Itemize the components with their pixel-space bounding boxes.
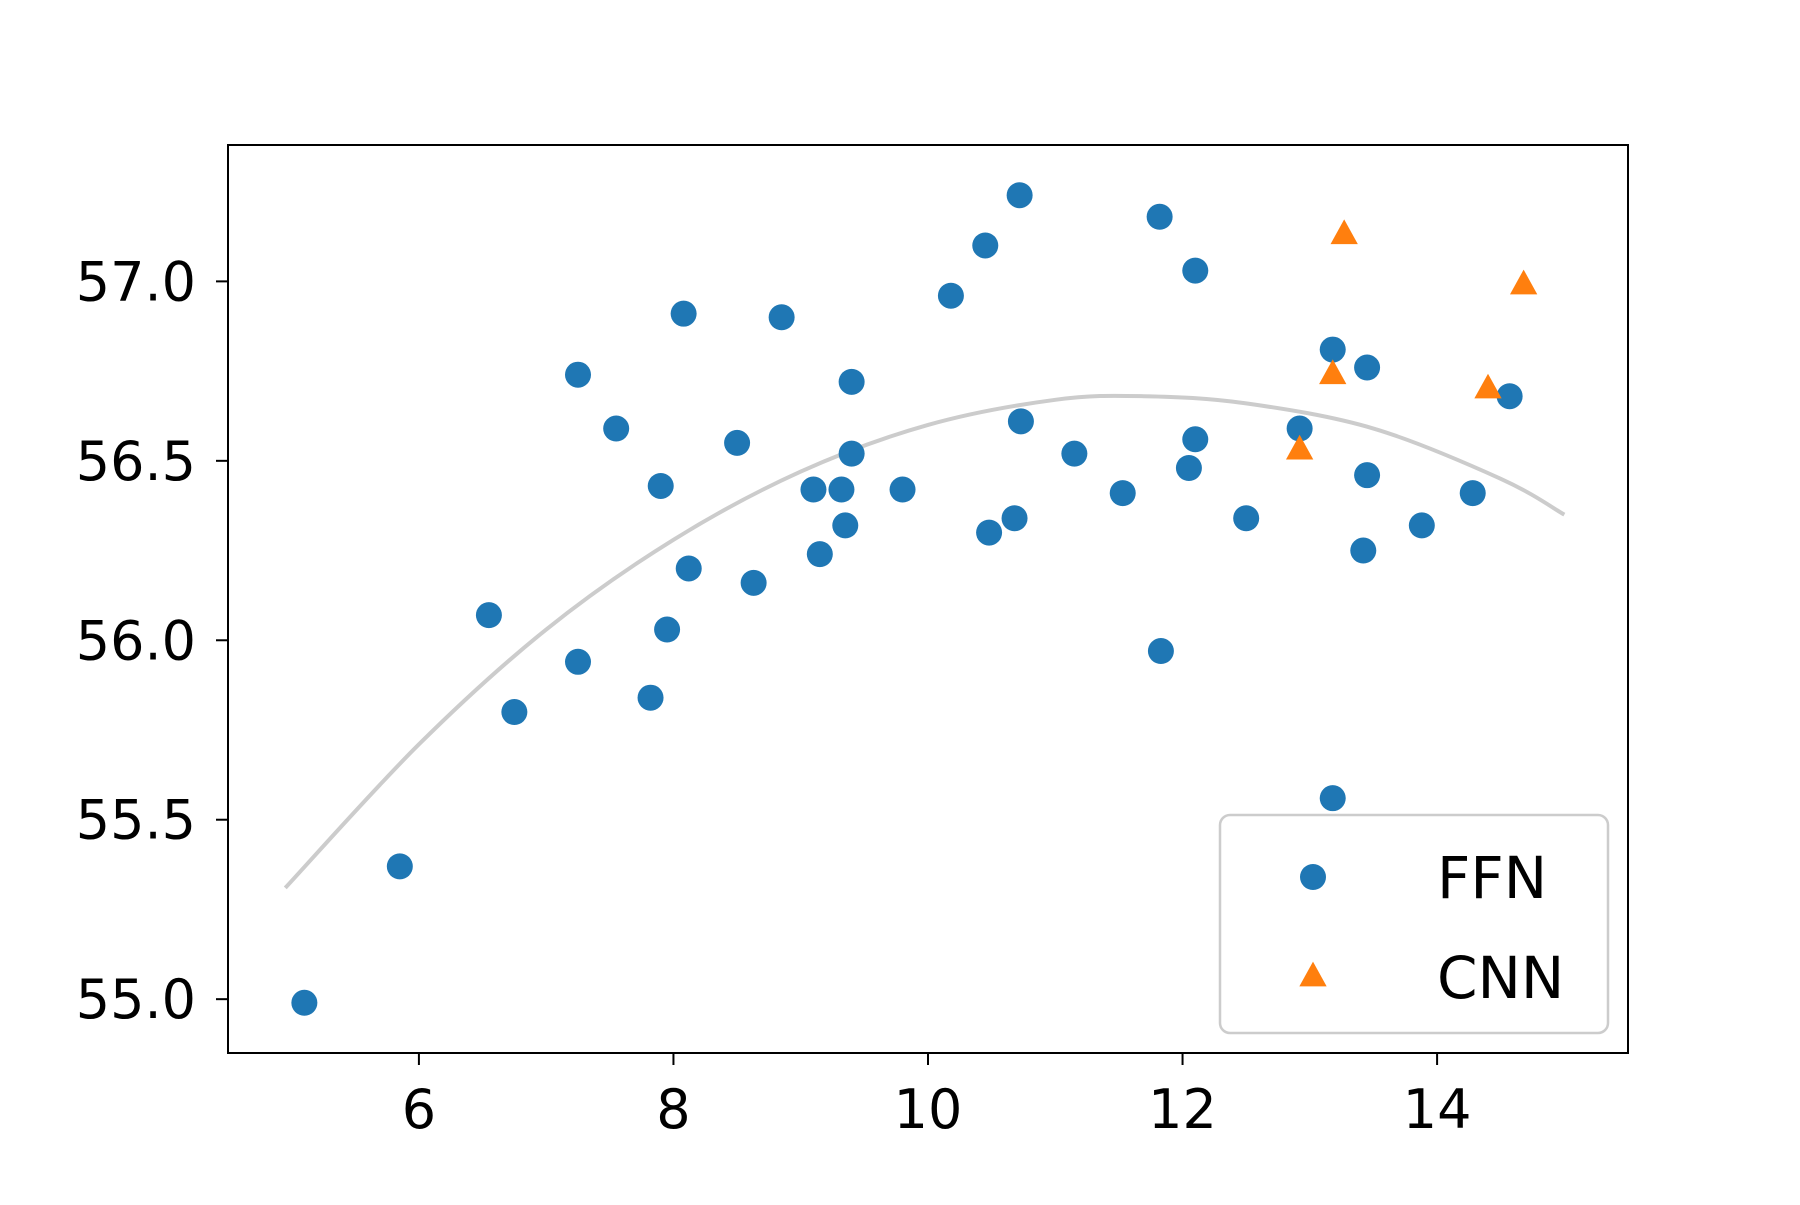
ffn-point xyxy=(501,699,528,726)
cnn-point xyxy=(1285,434,1314,460)
ffn-point xyxy=(1408,512,1435,539)
legend-entry-ffn: FFN xyxy=(1300,844,1547,912)
ffn-point xyxy=(740,569,767,596)
ffn-point xyxy=(1354,462,1381,489)
ffn-point xyxy=(565,361,591,388)
ffn-point xyxy=(1006,182,1033,209)
ffn-point xyxy=(1319,336,1346,363)
points-layer xyxy=(291,182,1538,1016)
ffn-point xyxy=(838,368,865,395)
ffn-point xyxy=(1061,440,1088,467)
ffn-point xyxy=(937,282,964,309)
y-axis: 55.0 55.5 56.0 56.5 57.0 xyxy=(76,250,228,1031)
ffn-point xyxy=(386,853,413,880)
legend-marker-cnn xyxy=(1299,961,1327,987)
fit-curve xyxy=(283,393,1566,890)
ffn-point xyxy=(647,472,674,499)
ffn-point xyxy=(832,512,859,539)
cnn-point xyxy=(1319,359,1347,385)
x-tick-label: 6 xyxy=(402,1078,436,1141)
x-tick-label: 14 xyxy=(1403,1078,1472,1141)
ffn-point xyxy=(654,616,681,643)
y-tick-label: 56.0 xyxy=(76,609,196,672)
legend-marker-ffn xyxy=(1300,864,1326,890)
ffn-point xyxy=(838,440,865,467)
cnn-point xyxy=(1509,269,1538,295)
ffn-point xyxy=(1233,505,1260,532)
ffn-point xyxy=(291,989,318,1016)
fit-curve-layer xyxy=(283,393,1566,890)
ffn-point xyxy=(1350,537,1377,564)
legend-label: CNN xyxy=(1437,944,1564,1012)
ffn-point xyxy=(603,415,630,442)
legend-label: FFN xyxy=(1437,844,1547,912)
x-tick-label: 10 xyxy=(894,1078,963,1141)
y-tick-label: 57.0 xyxy=(76,250,196,313)
ffn-point xyxy=(637,684,664,711)
ffn-point xyxy=(1354,354,1381,381)
ffn-point xyxy=(475,602,502,629)
legend: FFN CNN xyxy=(1218,813,1610,1035)
x-axis: 6 8 10 12 14 xyxy=(402,1053,1472,1141)
y-tick-label: 55.0 xyxy=(76,968,196,1031)
y-tick-label: 56.5 xyxy=(76,430,196,493)
y-tick-label: 55.5 xyxy=(76,789,196,852)
ffn-point xyxy=(675,555,702,582)
series-cnn xyxy=(1285,219,1538,460)
ffn-point xyxy=(828,476,855,503)
ffn-point xyxy=(1007,408,1034,435)
ffn-point xyxy=(724,429,751,456)
ffn-point xyxy=(976,519,1003,546)
x-tick-label: 8 xyxy=(656,1078,690,1141)
ffn-point xyxy=(1109,480,1136,507)
ffn-point xyxy=(1182,426,1209,453)
ffn-point xyxy=(1147,638,1174,665)
legend-items: FFN CNN xyxy=(1299,844,1564,1012)
ffn-point xyxy=(1182,257,1209,284)
ffn-point xyxy=(972,232,999,259)
ffn-point xyxy=(1286,415,1313,442)
ffn-point xyxy=(889,476,916,503)
ffn-point xyxy=(1319,785,1346,812)
legend-entry-cnn: CNN xyxy=(1299,944,1564,1012)
x-tick-label: 12 xyxy=(1148,1078,1217,1141)
ffn-point xyxy=(1496,383,1523,410)
series-ffn xyxy=(291,182,1523,1016)
ffn-point xyxy=(800,476,827,503)
cnn-point xyxy=(1330,219,1358,245)
ffn-point xyxy=(1146,203,1173,230)
ffn-point xyxy=(670,300,697,327)
ffn-point xyxy=(1175,455,1202,482)
ffn-point xyxy=(806,541,833,568)
cnn-point xyxy=(1474,373,1502,399)
ffn-point xyxy=(768,304,795,331)
ffn-point xyxy=(1001,505,1028,532)
ffn-point xyxy=(565,648,591,675)
ffn-point xyxy=(1459,480,1486,507)
